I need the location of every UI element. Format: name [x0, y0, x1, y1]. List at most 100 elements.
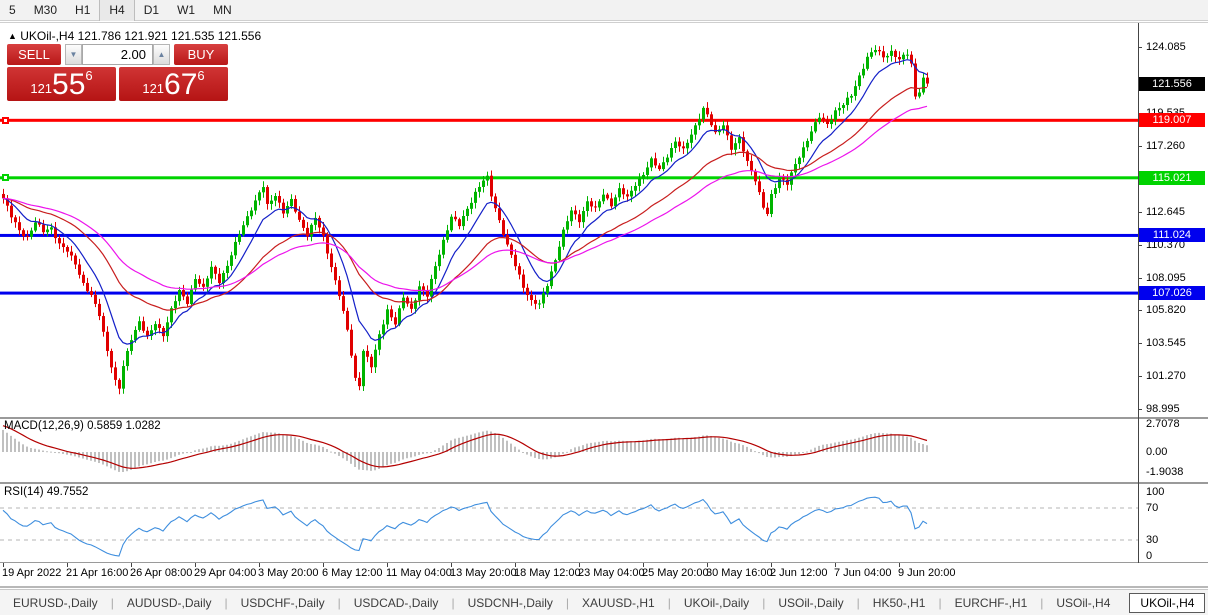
buy-button[interactable]: BUY: [174, 44, 228, 65]
tab-separator: |: [110, 595, 114, 610]
date-tick: [195, 563, 196, 567]
macd-label: MACD(12,26,9) 0.5859 1.0282: [4, 420, 161, 432]
volume-input[interactable]: [82, 44, 153, 65]
price-line-badge: 119.007: [1139, 113, 1205, 127]
date-label: 30 May 16:00: [706, 567, 773, 579]
price-tick-label: 98.995: [1146, 403, 1180, 415]
price-tick: [1138, 310, 1142, 311]
tab-eurusd-daily[interactable]: EURUSD-,Daily: [13, 595, 98, 610]
date-tick: [131, 563, 132, 567]
date-label: 23 May 04:00: [578, 567, 645, 579]
price-line-badge: 107.026: [1139, 286, 1205, 300]
tab-audusd-daily[interactable]: AUDUSD-,Daily: [126, 595, 212, 610]
price-line-badge: 115.021: [1139, 171, 1205, 185]
tab-xauusd-h1[interactable]: XAUUSD-,H1: [582, 595, 655, 610]
price-tick: [1138, 245, 1142, 246]
timeframe-button-d1[interactable]: D1: [143, 2, 160, 17]
tab-eurchf-h1[interactable]: EURCHF-,H1: [954, 595, 1028, 610]
date-label: 2 Jun 12:00: [770, 567, 828, 579]
date-tick: [707, 563, 708, 567]
date-tick: [67, 563, 68, 567]
one-click-trade-panel: SELL ▼ ▲ BUY 121 55 6 121 67 6: [7, 44, 228, 101]
tab-separator: |: [224, 595, 228, 610]
tab-usdcnh-daily[interactable]: USDCNH-,Daily: [467, 595, 553, 610]
date-label: 6 May 12:00: [322, 567, 383, 579]
tab-separator: |: [451, 595, 455, 610]
date-tick: [515, 563, 516, 567]
date-label: 21 Apr 16:00: [66, 567, 129, 579]
sell-button[interactable]: SELL: [7, 44, 61, 65]
tab-usoil-h4[interactable]: USOil-,H4: [1056, 595, 1111, 610]
date-label: 11 May 04:00: [386, 567, 452, 579]
price-axis-line: [1138, 23, 1139, 563]
macd-axis-label: 0.00: [1146, 446, 1168, 458]
chart-ohlc-values: 121.786 121.921 121.535 121.556: [77, 29, 262, 43]
timeframe-button-h1[interactable]: H1: [75, 2, 91, 17]
tab-hk50-h1[interactable]: HK50-,H1: [872, 595, 926, 610]
date-tick: [643, 563, 644, 567]
tab-separator: |: [1040, 595, 1044, 610]
date-tick: [579, 563, 580, 567]
buy-price-big: 67: [164, 68, 198, 101]
buy-price-display[interactable]: 121 67 6: [119, 67, 228, 101]
rsi-axis-label: 70: [1146, 502, 1159, 514]
price-tick: [1138, 278, 1142, 279]
date-tick: [3, 563, 4, 567]
candlestick-chart[interactable]: [0, 23, 1138, 417]
panel-separator[interactable]: [0, 562, 1208, 563]
panel-separator: [0, 586, 1208, 588]
sell-price-display[interactable]: 121 55 6: [7, 67, 116, 101]
date-tick: [835, 563, 836, 567]
tab-ukoil-daily[interactable]: UKOil-,Daily: [683, 595, 750, 610]
collapse-triangle-icon[interactable]: ▲: [8, 31, 17, 41]
tab-usdcad-daily[interactable]: USDCAD-,Daily: [353, 595, 439, 610]
date-tick: [323, 563, 324, 567]
tab-ukoil-h4[interactable]: UKOil-,H4: [1129, 592, 1206, 613]
sell-price-prefix: 121: [30, 81, 53, 96]
timeframe-button-m30[interactable]: M30: [33, 2, 58, 17]
line-anchor-handle: [2, 117, 9, 124]
tab-usoil-daily[interactable]: USOil-,Daily: [778, 595, 844, 610]
tab-separator: |: [762, 595, 766, 610]
panel-separator[interactable]: [0, 22, 1208, 23]
rsi-axis-label: 100: [1146, 486, 1165, 498]
date-tick: [387, 563, 388, 567]
tab-usdchf-daily[interactable]: USDCHF-,Daily: [240, 595, 325, 610]
line-anchor-handle: [2, 174, 9, 181]
price-tick-label: 112.645: [1146, 206, 1185, 218]
date-label: 19 Apr 2022: [2, 567, 62, 579]
chart-symbol-label: UKOil-,H4: [20, 29, 75, 43]
chart-title: ▲ UKOil-,H4 121.786 121.921 121.535 121.…: [8, 29, 261, 43]
date-label: 3 May 20:00: [258, 567, 319, 579]
date-tick: [451, 563, 452, 567]
date-label: 7 Jun 04:00: [834, 567, 892, 579]
timeframe-button-mn[interactable]: MN: [213, 2, 232, 17]
tab-separator: |: [337, 595, 341, 610]
price-tick: [1138, 409, 1142, 410]
price-tick-label: 103.545: [1146, 337, 1186, 349]
tab-separator: |: [667, 595, 671, 610]
volume-decrease-button[interactable]: ▼: [65, 44, 82, 65]
timeframe-button-5[interactable]: 5: [9, 2, 16, 17]
date-label: 9 Jun 20:00: [898, 567, 956, 579]
price-tick: [1138, 47, 1142, 48]
timeframe-button-h4[interactable]: H4: [99, 0, 135, 21]
buy-price-prefix: 121: [142, 81, 165, 96]
rsi-panel[interactable]: [0, 484, 1138, 562]
sell-price-sup: 6: [85, 68, 93, 83]
current-price-badge: 121.556: [1139, 77, 1205, 91]
tab-separator: |: [565, 595, 570, 610]
macd-axis-label: 2.7078: [1146, 418, 1180, 430]
date-label: 29 Apr 04:00: [194, 567, 257, 579]
date-label: 13 May 20:00: [450, 567, 517, 579]
volume-increase-button[interactable]: ▲: [153, 44, 170, 65]
panel-separator[interactable]: [0, 417, 1208, 419]
macd-panel[interactable]: [0, 419, 1138, 482]
buy-price-sup: 6: [197, 68, 205, 83]
price-tick: [1138, 376, 1142, 377]
price-tick-label: 108.095: [1146, 272, 1186, 284]
timeframe-button-w1[interactable]: W1: [177, 2, 196, 17]
date-tick: [899, 563, 900, 567]
date-tick: [771, 563, 772, 567]
panel-separator[interactable]: [0, 482, 1208, 484]
